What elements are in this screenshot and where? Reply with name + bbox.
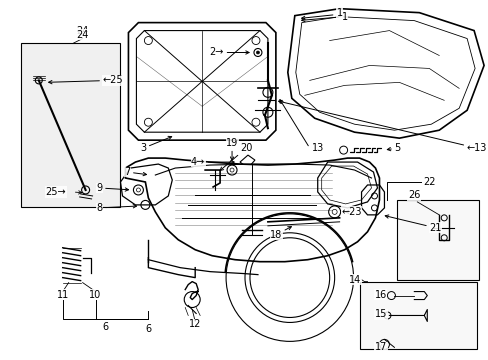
Bar (397, 200, 478, 280)
Text: 9: 9 (96, 183, 128, 193)
Text: 12: 12 (189, 319, 201, 329)
Bar (21, 42, 120, 207)
Text: 2→: 2→ (209, 48, 248, 58)
Text: 8: 8 (96, 203, 136, 213)
Text: ←23: ←23 (340, 207, 361, 217)
Text: 15: 15 (374, 310, 386, 319)
Text: 5: 5 (386, 143, 400, 153)
Text: 20: 20 (220, 143, 252, 171)
Text: 26: 26 (407, 190, 420, 200)
Text: 14: 14 (348, 275, 361, 285)
Text: 6: 6 (145, 324, 151, 334)
Text: ←13: ←13 (278, 100, 486, 153)
Text: 1: 1 (301, 12, 347, 22)
Text: 24: 24 (76, 30, 89, 40)
Bar (359, 282, 476, 349)
Text: 16: 16 (374, 289, 386, 300)
Circle shape (256, 51, 259, 54)
Text: 19: 19 (225, 138, 238, 160)
Text: 4→: 4→ (190, 157, 234, 167)
Text: 11: 11 (57, 289, 69, 300)
Text: ←25: ←25 (48, 75, 123, 85)
Text: 25→: 25→ (45, 187, 66, 197)
Text: 18: 18 (269, 227, 291, 240)
Text: 10: 10 (89, 289, 102, 300)
Text: 21: 21 (385, 215, 441, 233)
Text: 3: 3 (140, 136, 171, 153)
Polygon shape (125, 158, 379, 262)
Text: 1: 1 (336, 8, 342, 18)
Text: 7: 7 (124, 167, 146, 177)
Text: 22: 22 (422, 177, 435, 187)
Text: 6: 6 (102, 323, 108, 332)
Text: 17: 17 (374, 342, 386, 352)
Text: 24: 24 (76, 26, 89, 36)
Text: 13: 13 (311, 143, 323, 153)
